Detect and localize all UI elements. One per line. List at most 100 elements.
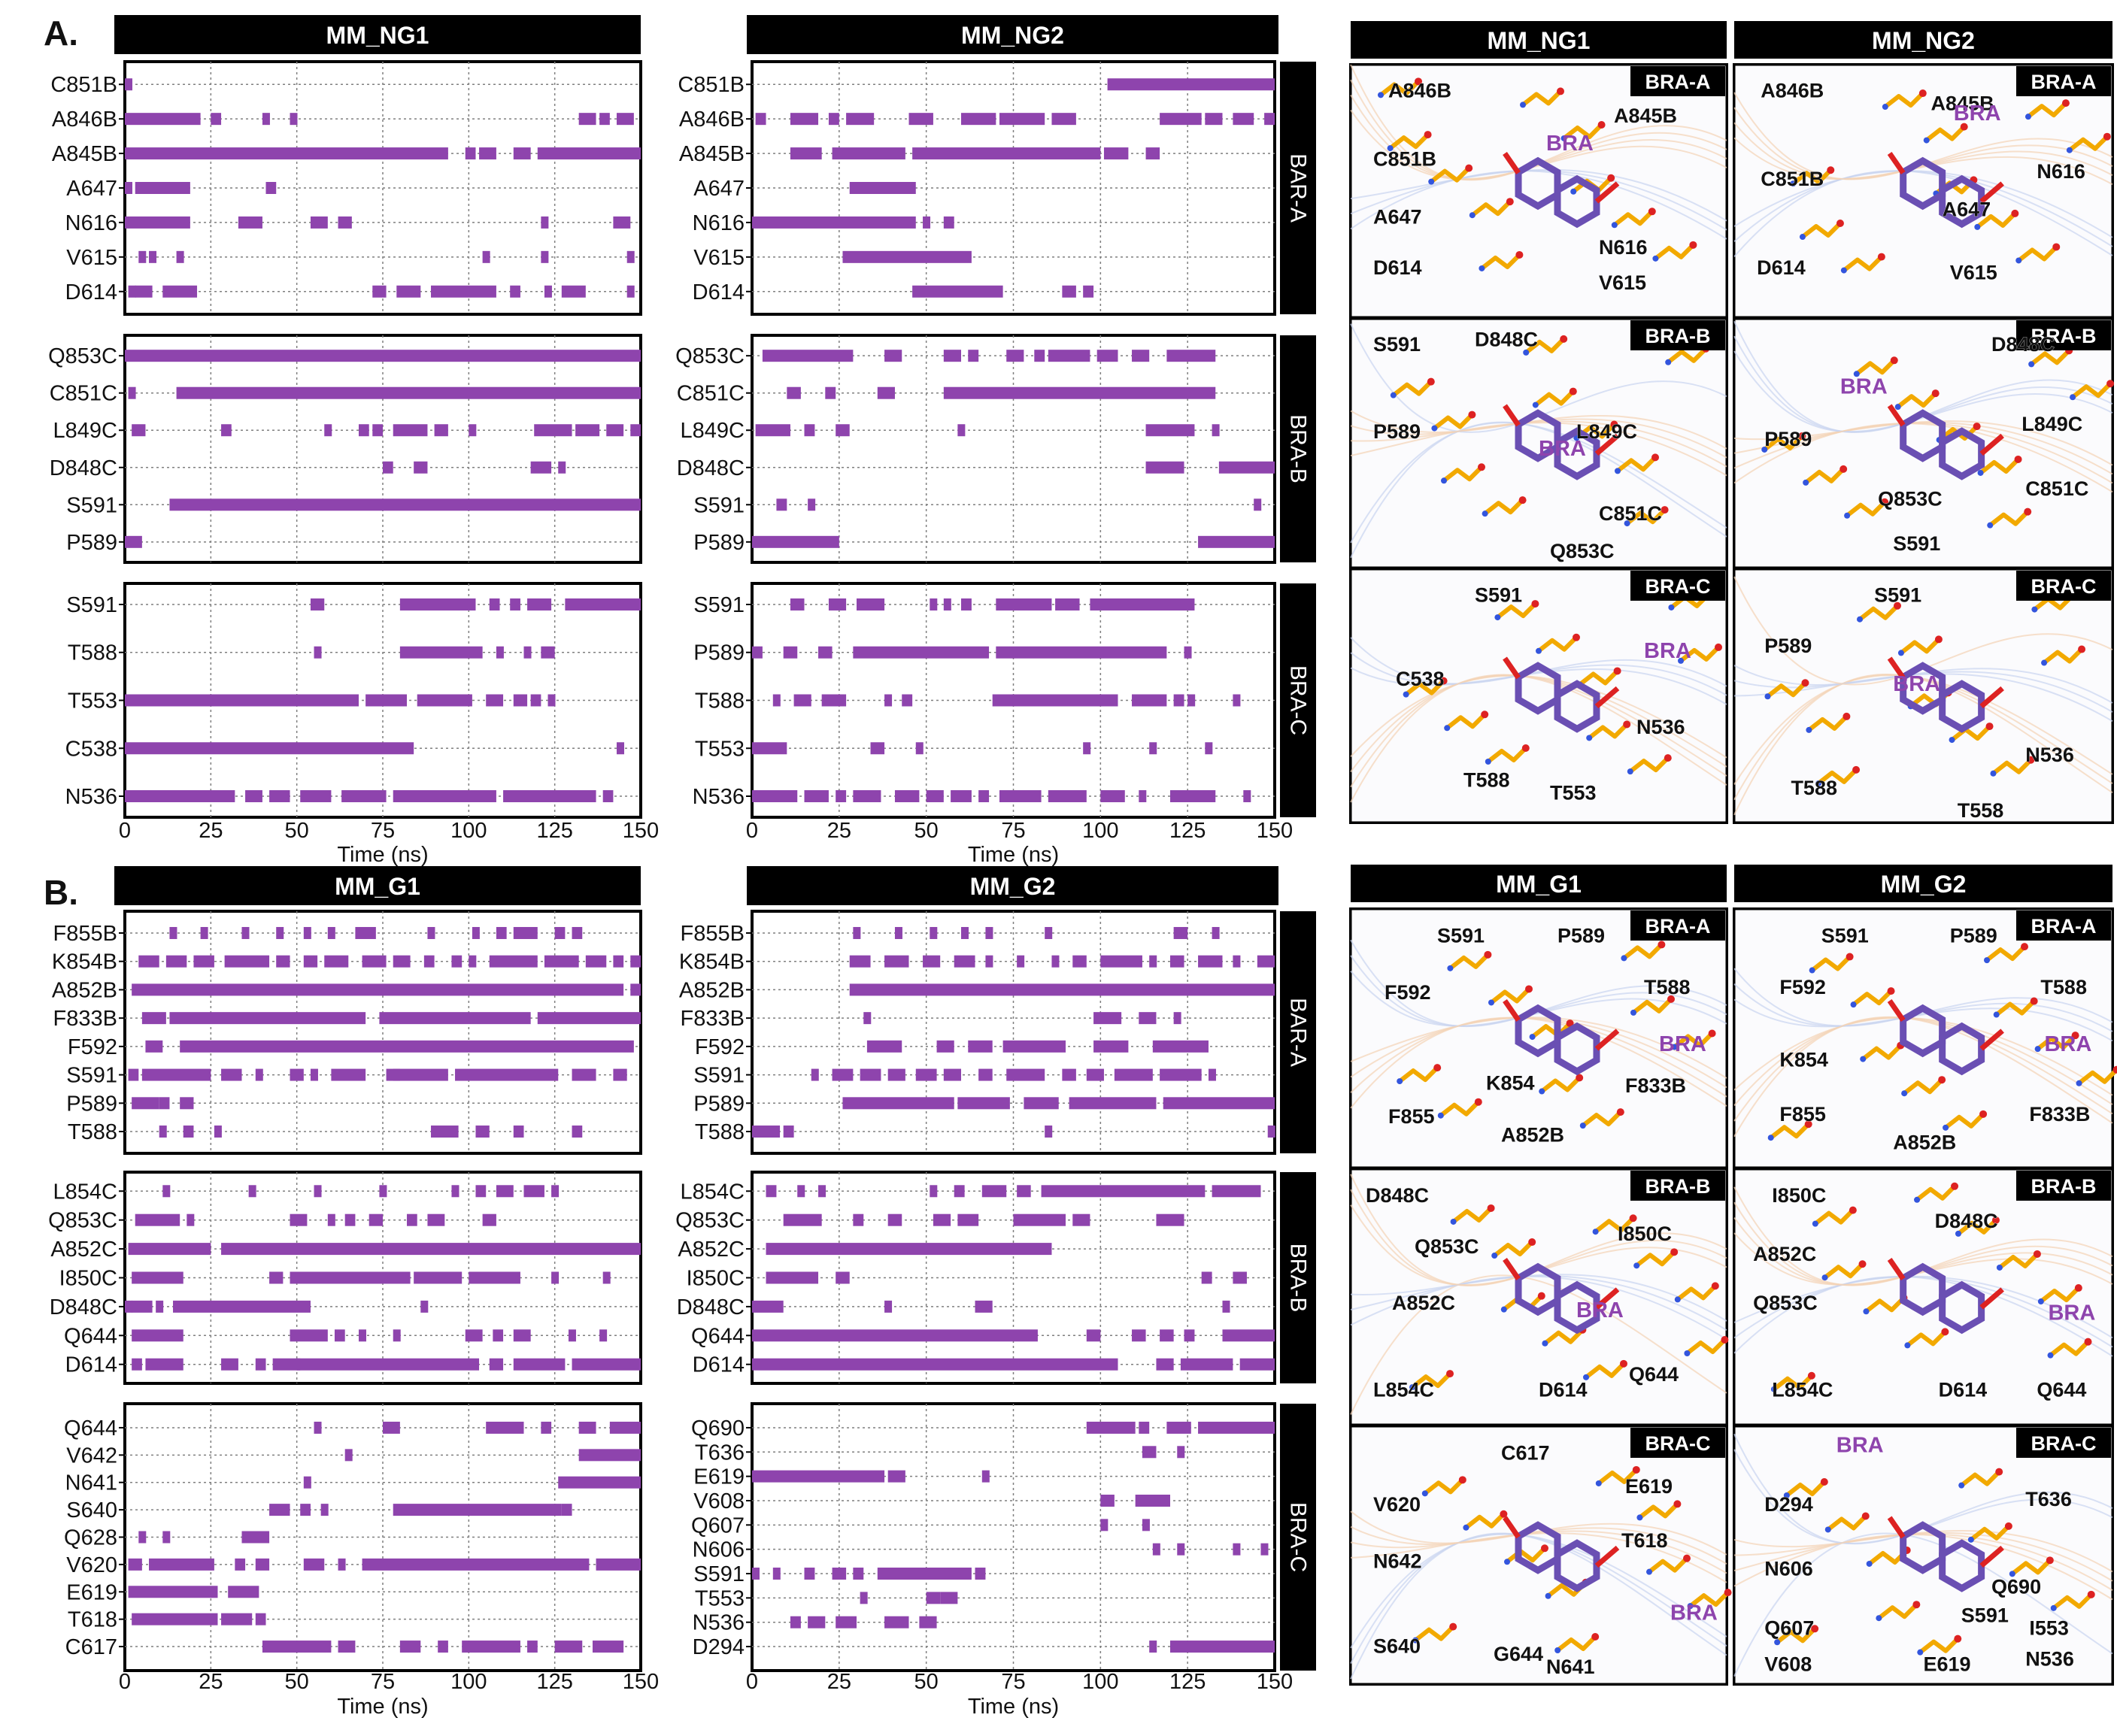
contact-segment [1233,694,1241,707]
y-tick-label: C851B [50,73,117,97]
residue-label: A846B [1388,80,1451,102]
contact-segment [513,926,538,939]
residue-label: S591 [1961,1604,2009,1626]
binding-site-box [1349,568,1728,824]
contact-segment [125,535,142,548]
contact-segment [1132,350,1150,362]
residue-stick [1379,80,1421,97]
site-tag-bg [2016,571,2111,601]
contact-segment [613,955,624,968]
contact-segment [527,1641,538,1653]
y-tick-label: A845B [52,142,117,166]
contact-segment [393,790,496,803]
oxygen-atom [1708,1029,1716,1038]
contact-segment [752,1568,760,1580]
y-tick-label: F855B [681,922,745,946]
oxygen-atom [1521,744,1530,752]
ligand-hydroxyl [1503,152,1521,174]
contact-segment [541,646,555,659]
contact-segment [1173,694,1184,707]
nitrogen-atom [1523,349,1530,356]
nitrogen-atom [1821,1274,1828,1281]
contact-segment [324,424,332,437]
contact-segment [1198,535,1275,548]
ligand-hydroxyl [1503,999,1521,1022]
contact-segment [255,1358,266,1371]
y-tick-label: F833B [681,1007,745,1031]
nitrogen-atom [2070,394,2076,401]
contact-segment [630,983,641,996]
contact-segment [534,424,572,437]
nitrogen-atom [1955,1230,1961,1237]
plot-title-bar [114,15,641,54]
y-tick-label: D848C [677,456,745,480]
contact-segment [541,250,549,263]
ligand-label: BRA [1670,1601,1718,1625]
contact-segment [513,694,528,707]
residue-label: Q853C [1753,1292,1818,1314]
nitrogen-atom [1409,1384,1415,1391]
contact-segment [1198,1421,1275,1434]
contact-segment [599,1329,608,1342]
residue-stick [1445,713,1487,730]
residue-stick [1648,1556,1689,1574]
contact-segment [804,790,829,803]
y-tick-label: D294 [693,1635,745,1659]
nitrogen-atom [1482,510,1488,517]
residue-label: S591 [1437,924,1485,947]
contact-segment [344,1213,356,1226]
binding-site-bra-c: BRA-C S591 C538 N536 T588 T553 BRA [1349,568,1728,824]
oxygen-atom [2027,756,2035,764]
contact-segment [372,285,387,298]
plot-title: MM_G1 [335,873,420,900]
residue-label: S591 [1373,333,1421,356]
oxygen-atom [2103,132,2111,141]
contact-segment [616,742,624,755]
contact-segment [884,350,902,362]
contact-segment [1142,1519,1150,1531]
y-tick-label: Q853C [48,344,117,368]
residue-stick [1556,1635,1597,1653]
nitrogen-atom [1437,1112,1444,1119]
nitrogen-atom [1914,1196,1921,1203]
oxygen-atom [1711,1282,1719,1290]
contact-segment [431,1126,459,1138]
y-tick-label: Q853C [675,1209,745,1233]
residue-label: I553 [2029,1617,2069,1640]
contact-segment [961,598,972,610]
residue-stick [1585,1362,1626,1380]
residue-stick [2043,647,2084,665]
binding-site-bra-a: BRA-A S591 P589 F592 T588 K854 F855 F833B A852B B… [1733,907,2117,1169]
y-tick-label: V615 [66,246,117,270]
residue-stick [1823,1262,1864,1280]
nitrogen-atom [1586,735,1593,741]
oxygen-atom [1683,1554,1691,1562]
oxygen-atom [1931,389,1940,398]
contact-segment [912,285,1003,298]
contact-segment [752,535,839,548]
contact-segment [479,147,496,160]
nitrogen-atom [1856,616,1863,623]
contact-segment [451,1185,459,1198]
contact-segment [180,1040,634,1053]
contact-segment [821,694,847,707]
oxygen-atom [1836,220,1844,228]
nitrogen-atom [2031,606,2038,613]
residue-stick [1628,756,1670,774]
contact-segment [1198,955,1223,968]
binding-site-bra-a: BRA-A S591 P589 F592 T588 F855 K854 A852B F833B B… [1349,907,1728,1169]
contact-segment [572,1126,583,1138]
contact-segment [1072,1213,1090,1226]
contact-segment [1212,1185,1261,1198]
ligand-ring [1554,1539,1600,1592]
contact-segment [1062,1068,1076,1081]
structure-title: MM_G1 [1496,871,1582,898]
contact-segment [221,1068,242,1081]
contact-segment [228,1586,259,1598]
contact-segment [915,1068,937,1081]
nitrogen-atom [1560,135,1567,141]
residue-stick [1676,1284,1717,1301]
contact-segment [999,113,1045,126]
residue-stick [1496,601,1537,620]
oxygen-atom [1607,174,1615,182]
